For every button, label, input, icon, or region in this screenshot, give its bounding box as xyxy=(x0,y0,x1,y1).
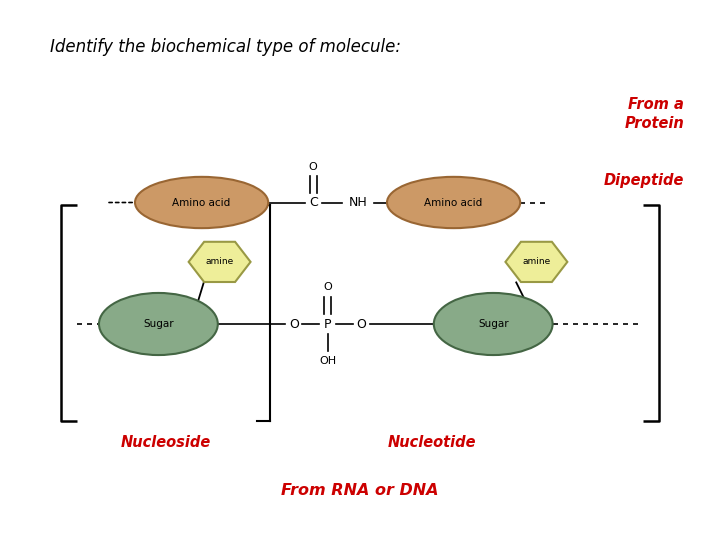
Text: Amino acid: Amino acid xyxy=(425,198,482,207)
Text: P: P xyxy=(324,318,331,330)
Text: Nucleotide: Nucleotide xyxy=(388,435,476,450)
Ellipse shape xyxy=(135,177,269,228)
Text: Sugar: Sugar xyxy=(478,319,508,329)
Text: amine: amine xyxy=(522,258,551,266)
Text: Identify the biochemical type of molecule:: Identify the biochemical type of molecul… xyxy=(50,38,402,56)
Text: From RNA or DNA: From RNA or DNA xyxy=(282,483,438,498)
Ellipse shape xyxy=(434,293,553,355)
Polygon shape xyxy=(505,242,567,282)
Text: Nucleoside: Nucleoside xyxy=(120,435,211,450)
Text: C: C xyxy=(309,196,318,209)
Text: OH: OH xyxy=(319,356,336,366)
Text: NH: NH xyxy=(348,196,367,209)
Text: Amino acid: Amino acid xyxy=(173,198,230,207)
Text: O: O xyxy=(309,163,318,172)
Text: Dipeptide: Dipeptide xyxy=(603,173,684,188)
Ellipse shape xyxy=(99,293,218,355)
Text: amine: amine xyxy=(205,258,234,266)
Text: O: O xyxy=(323,282,332,292)
Ellipse shape xyxy=(387,177,521,228)
Text: Sugar: Sugar xyxy=(143,319,174,329)
Text: O: O xyxy=(289,318,299,330)
Polygon shape xyxy=(189,242,251,282)
Text: O: O xyxy=(356,318,366,330)
Text: From a
Protein: From a Protein xyxy=(624,97,684,131)
